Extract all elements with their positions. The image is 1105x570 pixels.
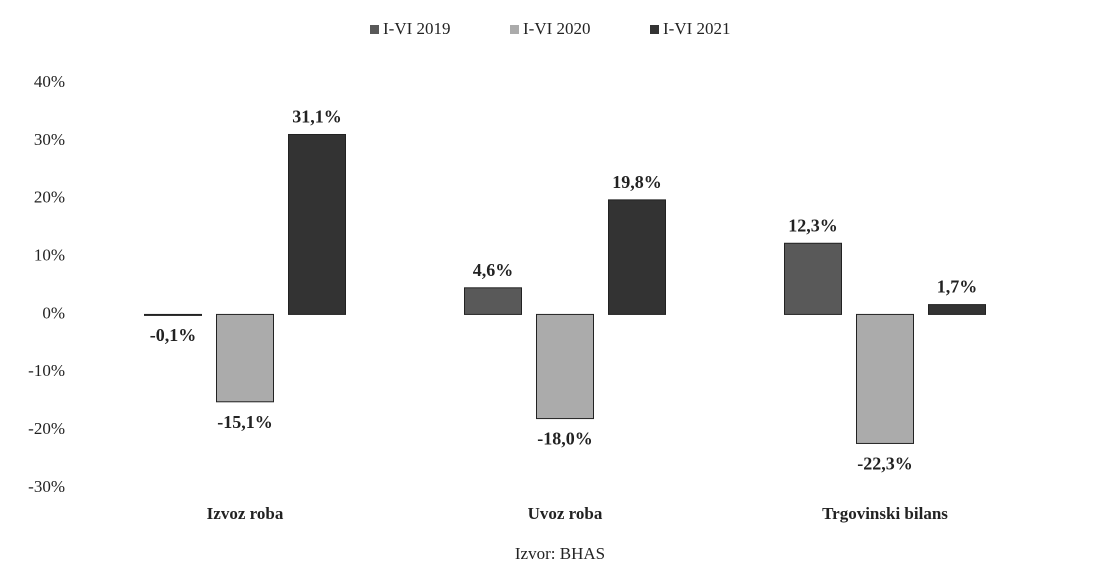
bar	[928, 304, 986, 315]
legend-swatch	[510, 25, 519, 34]
bar	[144, 313, 202, 316]
value-label: -15,1%	[217, 412, 273, 432]
source: Izvor: BHAS	[515, 544, 605, 563]
bar	[288, 133, 346, 315]
y-tick-label: -10%	[28, 361, 65, 380]
value-label: 19,8%	[612, 172, 662, 192]
value-label: -18,0%	[537, 429, 593, 449]
y-tick-label: 20%	[34, 188, 65, 207]
value-label: 31,1%	[292, 107, 342, 127]
y-tick-label: -30%	[28, 477, 65, 496]
bar	[784, 242, 842, 315]
bar	[856, 313, 914, 444]
x-tick-label: Izvoz roba	[207, 504, 284, 523]
legend-label: I-VI 2020	[523, 19, 591, 38]
value-label: -22,3%	[857, 454, 913, 474]
x-tick-label: Trgovinski bilans	[822, 504, 948, 523]
value-label: -0,1%	[150, 325, 197, 345]
legend-swatch	[650, 25, 659, 34]
y-tick-label: 30%	[34, 130, 65, 149]
value-label: 1,7%	[937, 277, 978, 297]
x-tick-label: Uvoz roba	[528, 504, 603, 523]
bar	[464, 287, 522, 315]
bar	[216, 313, 274, 403]
value-label: 12,3%	[788, 215, 838, 235]
y-tick-label: -20%	[28, 419, 65, 438]
value-label: 4,6%	[473, 260, 514, 280]
bar	[536, 313, 594, 420]
legend-label: I-VI 2019	[383, 19, 451, 38]
y-tick-label: 0%	[42, 303, 65, 322]
legend-swatch	[370, 25, 379, 34]
y-tick-label: 40%	[34, 72, 65, 91]
bar	[608, 199, 666, 315]
legend-label: I-VI 2021	[663, 19, 731, 38]
y-tick-label: 10%	[34, 245, 65, 264]
